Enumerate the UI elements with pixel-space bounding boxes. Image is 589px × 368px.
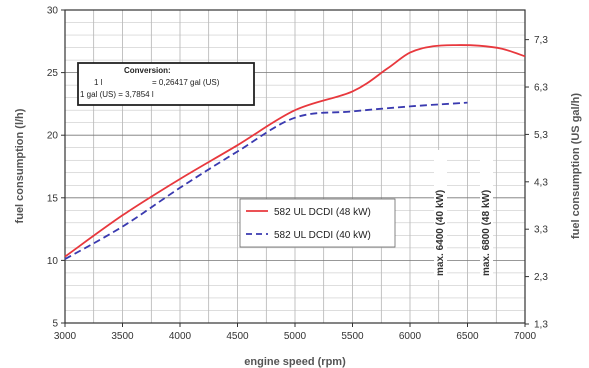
x-tick-label: 6500 (456, 331, 479, 342)
y2-tick-label: 1,3 (534, 319, 548, 330)
x-tick-label: 3000 (54, 331, 77, 342)
legend-label-40kw: 582 UL DCDI (40 kW) (274, 230, 371, 241)
x-tick-label: 5000 (284, 331, 307, 342)
y2-tick-label: 3,3 (534, 225, 548, 236)
y2-tick-label: 5,3 (534, 130, 548, 141)
conversion-title: Conversion: (124, 66, 171, 75)
legend-label-48kw: 582 UL DCDI (48 kW) (274, 207, 371, 218)
y-tick-labels: 5 10 15 20 25 30 (47, 6, 65, 330)
y2-tick-label: 6,3 (534, 83, 548, 94)
max-rpm-annotation: max. 6400 (40 kW) (435, 190, 446, 276)
annotation-background (480, 150, 493, 280)
x-tick-label: 6000 (399, 331, 422, 342)
y-tick-label: 15 (47, 193, 59, 204)
x-tick-labels: 3000 3500 4000 4500 5000 5500 6000 6500 7000 (54, 323, 537, 342)
max-annotations: max. 6400 (40 kW) max. 6800 (48 kW) (434, 150, 493, 280)
x-axis-title: engine speed (rpm) (244, 356, 346, 368)
series-line-48kw (64, 44, 526, 258)
x-tick-label: 7000 (514, 331, 537, 342)
y-tick-label: 20 (47, 131, 59, 142)
y2-axis-title: fuel consumption (US gal/h) (570, 93, 582, 239)
max-rpm-annotation: max. 6800 (48 kW) (481, 190, 492, 276)
conversion-row1-left: 1 l (94, 78, 103, 87)
legend-frame (239, 198, 396, 248)
series-lines (64, 44, 526, 260)
conversion-box: Conversion: 1 l = 0,26417 gal (US) 1 gal… (77, 62, 255, 106)
conversion-box-frame (77, 62, 255, 106)
y-axis-title: fuel consumption (l/h) (14, 108, 26, 223)
y-tick-label: 5 (52, 319, 58, 330)
series-line-40kw (64, 101, 468, 260)
conversion-row2: 1 gal (US) = 3,7854 l (80, 90, 154, 99)
x-tick-label: 4500 (226, 331, 249, 342)
x-tick-label: 3500 (111, 331, 134, 342)
y-tick-label: 30 (47, 6, 59, 17)
y2-tick-labels: 1,3 2,3 3,3 4,3 5,3 6,3 7,3 (525, 35, 548, 330)
x-tick-label: 4000 (169, 331, 192, 342)
y2-tick-label: 4,3 (534, 177, 548, 188)
y-tick-label: 10 (47, 256, 59, 267)
legend: 582 UL DCDI (48 kW) 582 UL DCDI (40 kW) (239, 198, 396, 248)
conversion-row1-right: = 0,26417 gal (US) (152, 78, 220, 87)
y-tick-label: 25 (47, 68, 59, 79)
annotation-background (434, 150, 447, 280)
x-tick-label: 5500 (341, 331, 364, 342)
y2-tick-label: 2,3 (534, 272, 548, 283)
y2-tick-label: 7,3 (534, 35, 548, 46)
